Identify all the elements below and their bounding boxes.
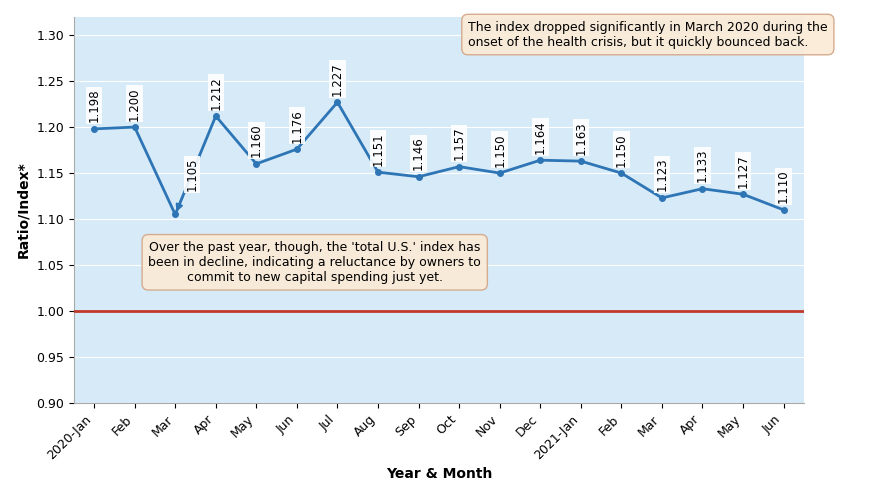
Text: 1.163: 1.163 — [574, 121, 587, 155]
Text: 1.176: 1.176 — [290, 109, 303, 143]
Text: 1.164: 1.164 — [533, 120, 546, 154]
Text: 1.123: 1.123 — [654, 158, 667, 191]
Text: 1.110: 1.110 — [776, 170, 789, 204]
Text: The index dropped significantly in March 2020 during the
onset of the health cri: The index dropped significantly in March… — [468, 20, 826, 48]
Text: 1.160: 1.160 — [249, 124, 262, 157]
Text: 1.150: 1.150 — [614, 133, 627, 167]
Text: Over the past year, though, the 'total U.S.' index has
been in decline, indicati: Over the past year, though, the 'total U… — [149, 241, 481, 284]
Text: 1.212: 1.212 — [209, 76, 222, 110]
Text: 1.127: 1.127 — [736, 154, 749, 188]
Text: 1.150: 1.150 — [493, 133, 506, 167]
Text: 1.200: 1.200 — [128, 87, 141, 121]
Text: 1.151: 1.151 — [371, 132, 384, 166]
Y-axis label: Ratio/Index*: Ratio/Index* — [17, 161, 30, 258]
Text: 1.198: 1.198 — [88, 89, 101, 123]
Text: 1.105: 1.105 — [176, 158, 198, 210]
Text: 1.146: 1.146 — [412, 136, 425, 170]
Text: 1.227: 1.227 — [330, 62, 343, 96]
Text: 1.157: 1.157 — [452, 126, 465, 160]
Text: 1.133: 1.133 — [695, 149, 708, 182]
X-axis label: Year & Month: Year & Month — [385, 467, 492, 482]
